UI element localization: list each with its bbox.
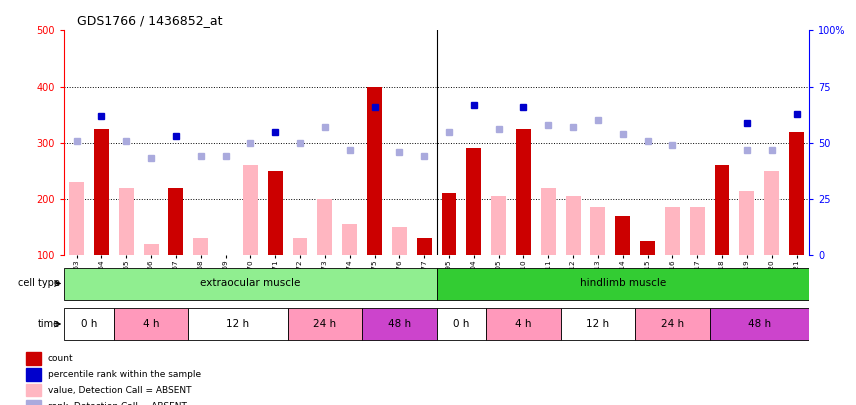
- Bar: [114, 308, 188, 340]
- Bar: [640, 241, 655, 255]
- Bar: [26, 368, 41, 381]
- Text: 0 h: 0 h: [453, 319, 470, 329]
- Bar: [789, 132, 804, 255]
- Bar: [541, 188, 556, 255]
- Text: time: time: [38, 319, 60, 329]
- Bar: [566, 196, 580, 255]
- Text: 12 h: 12 h: [586, 319, 609, 329]
- Bar: [591, 207, 605, 255]
- Text: 4 h: 4 h: [143, 319, 159, 329]
- Text: rank, Detection Call = ABSENT: rank, Detection Call = ABSENT: [48, 402, 187, 405]
- Text: hindlimb muscle: hindlimb muscle: [580, 279, 666, 288]
- Bar: [392, 227, 407, 255]
- Bar: [437, 308, 486, 340]
- Text: GDS1766 / 1436852_at: GDS1766 / 1436852_at: [77, 14, 223, 27]
- Bar: [119, 188, 134, 255]
- Bar: [437, 268, 809, 300]
- Bar: [243, 165, 258, 255]
- Bar: [486, 308, 561, 340]
- Text: value, Detection Call = ABSENT: value, Detection Call = ABSENT: [48, 386, 192, 395]
- Bar: [94, 129, 109, 255]
- Text: cell type: cell type: [18, 279, 60, 288]
- Bar: [64, 268, 437, 300]
- Bar: [715, 165, 729, 255]
- Bar: [367, 87, 382, 255]
- Bar: [188, 308, 288, 340]
- Bar: [69, 182, 84, 255]
- Bar: [615, 216, 630, 255]
- Bar: [740, 190, 754, 255]
- Bar: [665, 207, 680, 255]
- Bar: [318, 199, 332, 255]
- Bar: [169, 188, 183, 255]
- Text: 48 h: 48 h: [747, 319, 771, 329]
- Bar: [635, 308, 710, 340]
- Bar: [26, 352, 41, 365]
- Text: 48 h: 48 h: [388, 319, 411, 329]
- Bar: [26, 384, 41, 396]
- Bar: [491, 196, 506, 255]
- Text: 12 h: 12 h: [226, 319, 250, 329]
- Bar: [293, 238, 307, 255]
- Text: count: count: [48, 354, 74, 363]
- Bar: [764, 171, 779, 255]
- Text: 24 h: 24 h: [313, 319, 336, 329]
- Bar: [193, 238, 208, 255]
- Bar: [268, 171, 282, 255]
- Bar: [288, 308, 362, 340]
- Bar: [64, 308, 114, 340]
- Text: 24 h: 24 h: [661, 319, 684, 329]
- Bar: [144, 244, 158, 255]
- Bar: [442, 193, 456, 255]
- Bar: [710, 308, 809, 340]
- Bar: [516, 129, 531, 255]
- Bar: [467, 148, 481, 255]
- Text: extraocular muscle: extraocular muscle: [200, 279, 300, 288]
- Text: percentile rank within the sample: percentile rank within the sample: [48, 370, 201, 379]
- Bar: [561, 308, 635, 340]
- Text: 0 h: 0 h: [80, 319, 98, 329]
- Bar: [26, 400, 41, 405]
- Bar: [417, 238, 431, 255]
- Bar: [362, 308, 437, 340]
- Text: 4 h: 4 h: [515, 319, 532, 329]
- Bar: [690, 207, 704, 255]
- Bar: [342, 224, 357, 255]
